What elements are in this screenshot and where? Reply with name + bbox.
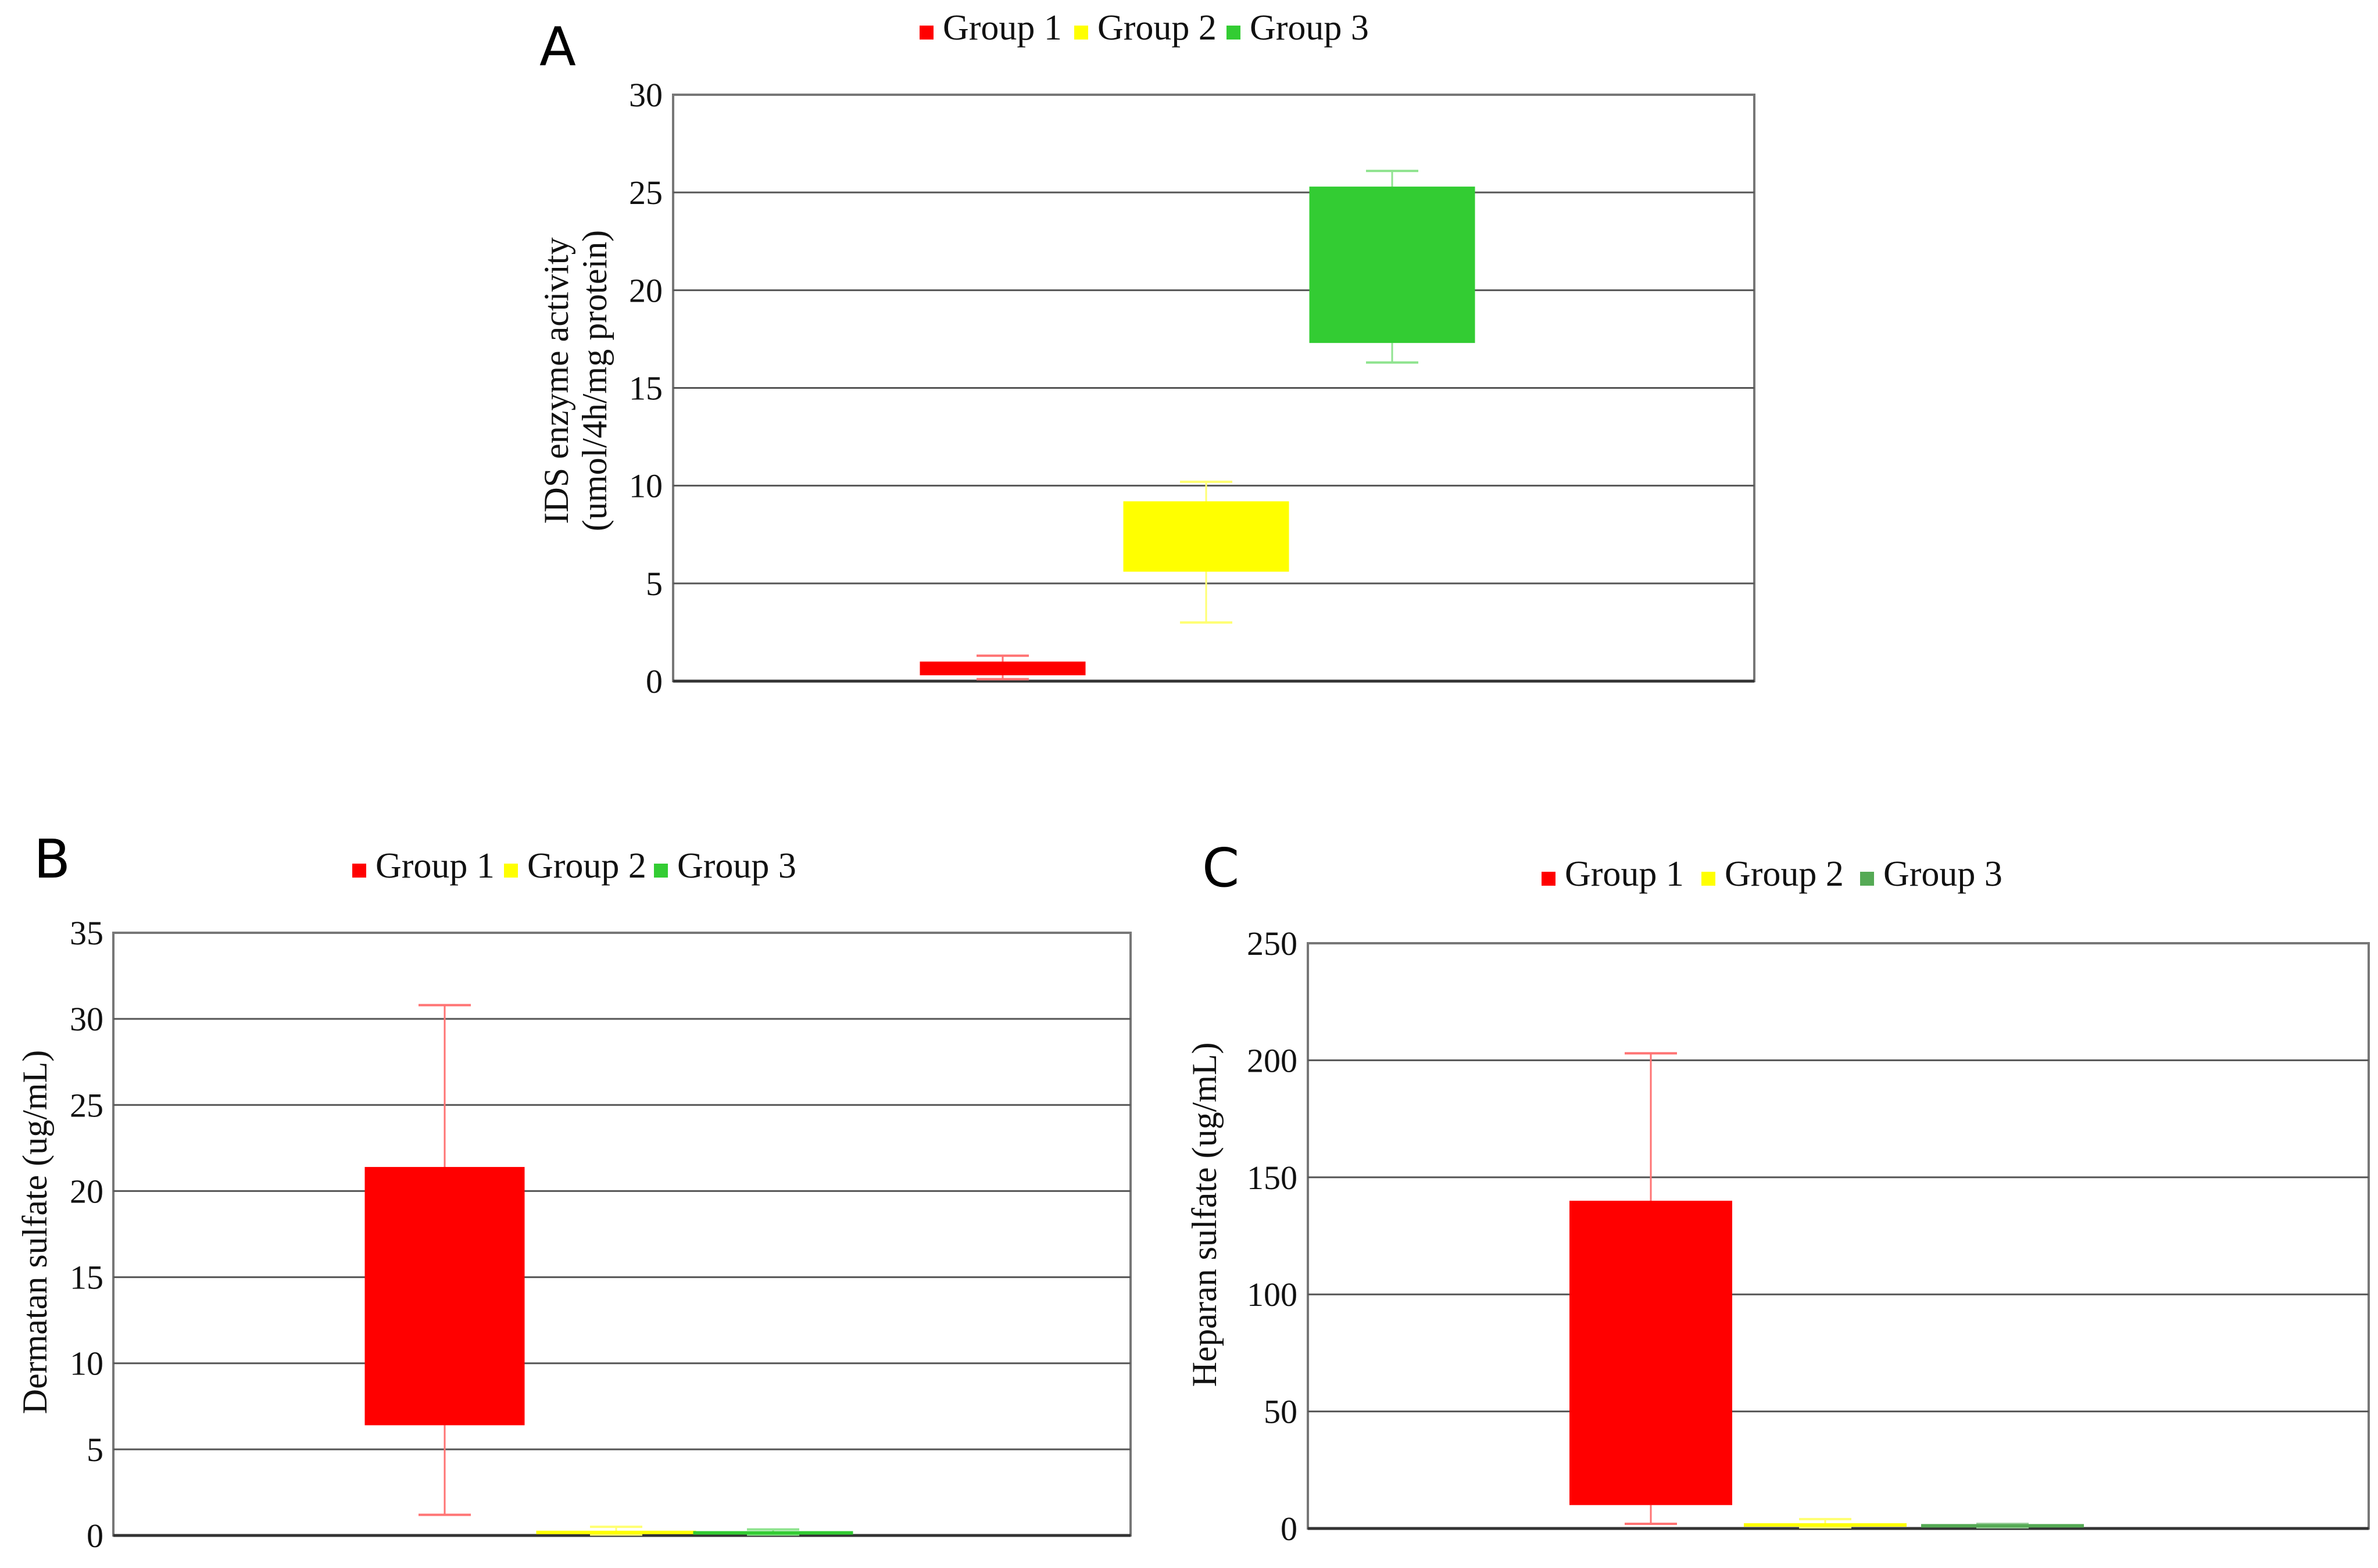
panel-a-legend-label-2: Group 2	[1097, 8, 1217, 48]
panel-c-legend: Group 1 Group 2 Group 3	[1542, 854, 2002, 894]
panel-a-y-tick-label: 20	[629, 271, 663, 309]
panel-c-y-tick-label: 200	[1247, 1041, 1297, 1079]
panel-a-legend-swatch-1	[920, 26, 934, 40]
panel-c-plot-area: 0 50 100 150 200 250	[1247, 925, 2370, 1548]
panel-c-y-tick-label: 0	[1281, 1510, 1297, 1548]
panel-c-legend-label-3: Group 3	[1883, 854, 2002, 894]
panel-b-plot-frame	[112, 932, 1132, 1537]
panel-b-y-tick-label: 30	[70, 1000, 103, 1038]
panel-b-group-1-box	[364, 1166, 525, 1426]
panel-c-y-tick-label: 250	[1247, 925, 1297, 962]
panel-b-group-2-box	[536, 1530, 696, 1534]
panel-a-y-tick-label: 10	[629, 467, 663, 505]
panel-b-y-tick-label: 35	[70, 914, 103, 952]
panel-c-legend-swatch-2	[1701, 872, 1715, 886]
panel-a-y-tick-label: 25	[629, 174, 663, 212]
panel-c-legend-swatch-3	[1860, 872, 1874, 886]
panel-letter-a: A	[539, 16, 576, 78]
panel-a-y-axis-title-line2: (umol/4h/mg protein)	[575, 230, 614, 531]
panel-b-y-tick-label: 25	[70, 1086, 103, 1124]
panel-b-y-axis-title: Dermatan sulfate (ug/mL)	[16, 1050, 54, 1414]
panel-a-legend: Group 1 Group 2 Group 3	[920, 8, 1369, 48]
panel-c-group-2-box	[1744, 1523, 1907, 1527]
panel-c-legend-label-1: Group 1	[1565, 854, 1684, 894]
panel-a-group-1-box	[920, 661, 1086, 675]
panel-a-group-2-box	[1123, 501, 1289, 572]
panel-b-y-tick-label: 5	[87, 1431, 103, 1469]
panel-a-legend-swatch-2	[1074, 26, 1088, 40]
panel-c-y-tick-label: 50	[1264, 1393, 1297, 1431]
panel-a-legend-label-1: Group 1	[943, 8, 1062, 48]
panel-b-legend-label-3: Group 3	[677, 846, 796, 886]
panel-b-legend-swatch-3	[654, 864, 668, 878]
panel-b-y-tick-label: 20	[70, 1172, 103, 1210]
panel-c-group-3-box	[1921, 1524, 2084, 1528]
panel-a-y-tick-label: 15	[629, 370, 663, 407]
panel-a-group-3-box	[1309, 187, 1475, 343]
panel-c-y-axis-title: Heparan sulfate (ug/mL)	[1185, 1042, 1224, 1387]
panel-b-y-tick-label: 0	[87, 1517, 103, 1555]
panel-a-legend-label-3: Group 3	[1250, 8, 1369, 48]
panel-a-legend-swatch-3	[1226, 26, 1240, 40]
panel-b-legend-swatch-1	[352, 864, 366, 878]
panel-b: B Group 1 Group 2 Group 3 0 5 10 15 20 25 30 35 D…	[16, 828, 1132, 1555]
panel-a-y-tick-label: 5	[646, 565, 663, 603]
panel-b-legend-swatch-2	[504, 864, 518, 878]
panel-b-legend-label-2: Group 2	[527, 846, 646, 886]
panel-c-y-tick-label: 100	[1247, 1276, 1297, 1313]
panel-b-y-tick-label: 10	[70, 1345, 103, 1383]
panel-letter-c: C	[1202, 837, 1239, 899]
panel-a: A Group 1 Group 2 Group 3 0 5 10 15 20 25 30 IDS…	[537, 8, 1755, 700]
panel-c-legend-label-2: Group 2	[1725, 854, 1844, 894]
panel-a-y-axis-title-line1: IDS enzyme activity	[537, 237, 575, 524]
panel-b-y-tick-label: 15	[70, 1259, 103, 1297]
panel-b-plot-area: 0 5 10 15 20 25 30 35	[70, 914, 1132, 1555]
panel-b-legend-label-1: Group 1	[376, 846, 495, 886]
panel-c-group-1-box	[1569, 1201, 1732, 1505]
panel-c: C Group 1 Group 2 Group 3 050100150200250 …	[1185, 837, 2370, 1548]
panel-a-y-tick-label: 0	[646, 663, 663, 700]
panel-a-y-tick-label: 30	[629, 76, 663, 114]
panel-c-plot-frame	[1307, 942, 2370, 1530]
panel-letter-b: B	[34, 828, 70, 890]
panel-b-group-3-box	[693, 1531, 853, 1535]
panel-b-legend: Group 1 Group 2 Group 3	[352, 846, 796, 886]
panel-a-plot-area: 0 5 10 15 20 25 30	[629, 76, 1755, 700]
panel-c-legend-swatch-1	[1542, 872, 1555, 886]
panel-c-y-tick-label: 150	[1247, 1159, 1297, 1197]
